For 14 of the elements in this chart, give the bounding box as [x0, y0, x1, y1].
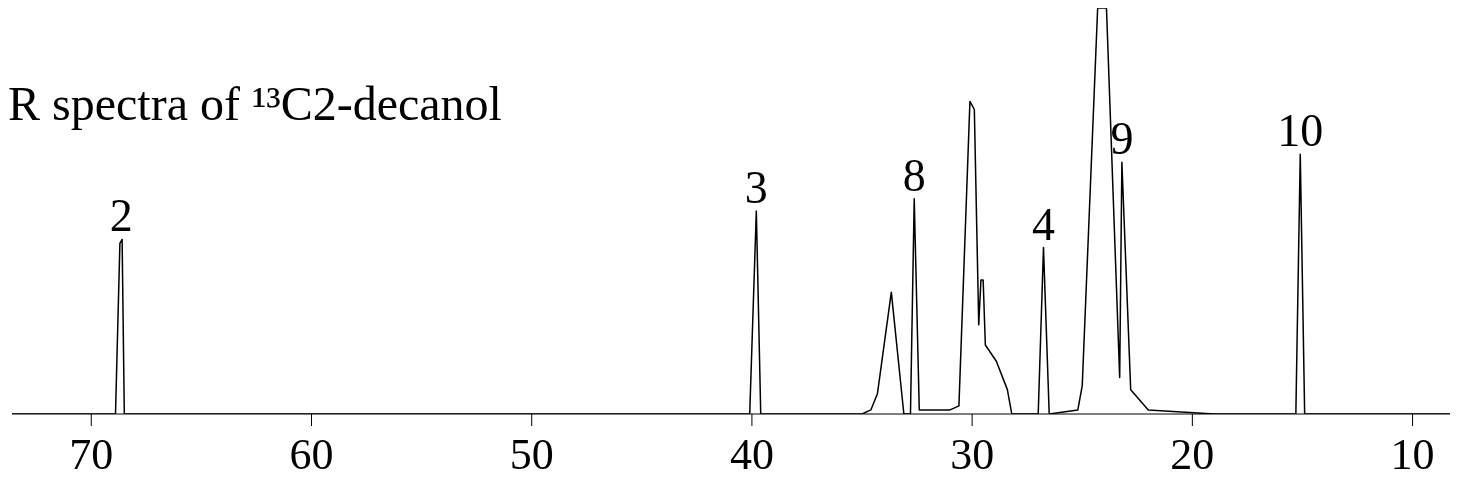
x-tick-label: 70 [69, 430, 114, 480]
x-tick-label: 50 [509, 430, 554, 480]
x-tick-label: 20 [1170, 430, 1215, 480]
annotation: 10 [1277, 105, 1324, 157]
text: R spectra of ¹³C2-decanol [8, 77, 502, 130]
annotation: 3 [744, 162, 768, 213]
annotation: 4 [1031, 198, 1055, 250]
annotation: 8 [902, 149, 926, 201]
x-tick-label: 40 [729, 430, 774, 480]
x-tick-label: 60 [289, 430, 334, 480]
x-tick-label: 30 [950, 430, 995, 480]
annotation: 9 [1110, 113, 1134, 165]
annotation: 2 [109, 190, 133, 242]
x-tick-label: 10 [1390, 430, 1435, 480]
